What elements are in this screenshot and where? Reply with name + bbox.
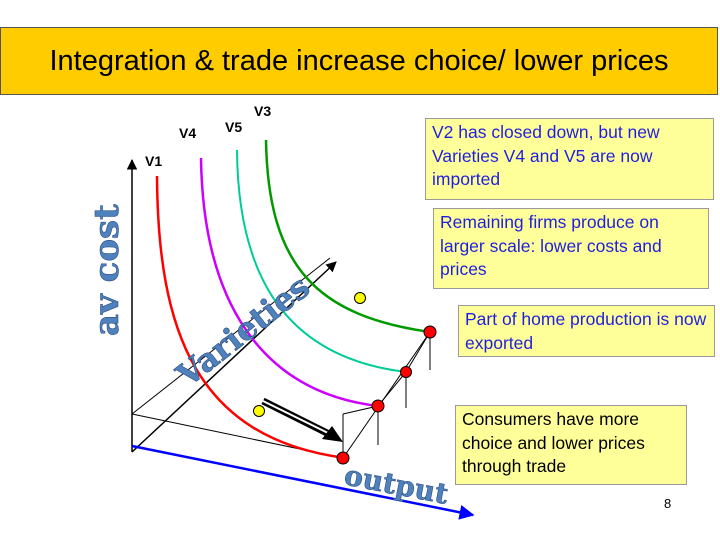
note-closed-down: V2 has closed down, but new Varieties V4… bbox=[425, 118, 714, 200]
note-consumers: Consumers have more choice and lower pri… bbox=[455, 405, 687, 485]
label-v3: V3 bbox=[254, 103, 271, 119]
av-cost-label: av cost bbox=[87, 204, 127, 336]
step-line-3 bbox=[405, 331, 431, 373]
curve-v3 bbox=[264, 139, 431, 334]
point-v3 bbox=[423, 325, 437, 339]
note-larger-scale: Remaining firms produce on larger scale:… bbox=[433, 208, 709, 289]
v3-prior-point bbox=[354, 292, 366, 304]
label-v5: V5 bbox=[225, 119, 242, 135]
slide-title: Integration & trade increase choice/ low… bbox=[49, 44, 669, 77]
varieties-axis bbox=[131, 261, 337, 453]
title-bar: Integration & trade increase choice/ low… bbox=[0, 27, 718, 95]
back-floor-line bbox=[131, 257, 331, 415]
point-v5 bbox=[400, 366, 412, 378]
movement-arrow bbox=[261, 397, 343, 442]
curve-v4 bbox=[199, 157, 379, 408]
output-label: output bbox=[342, 458, 451, 510]
old-equilibrium-point bbox=[253, 405, 265, 417]
note-exported: Part of home production is now exported bbox=[458, 305, 715, 357]
page-number: 8 bbox=[664, 496, 672, 511]
curve-v1 bbox=[155, 175, 346, 460]
point-v1 bbox=[336, 451, 350, 465]
label-v4: V4 bbox=[179, 125, 196, 141]
curve-v5 bbox=[236, 149, 407, 373]
varieties-label: Varieties bbox=[169, 268, 317, 395]
step-line-2 bbox=[377, 371, 407, 407]
label-v1: V1 bbox=[145, 153, 162, 169]
point-v4 bbox=[371, 399, 385, 413]
output-axis bbox=[131, 444, 475, 520]
